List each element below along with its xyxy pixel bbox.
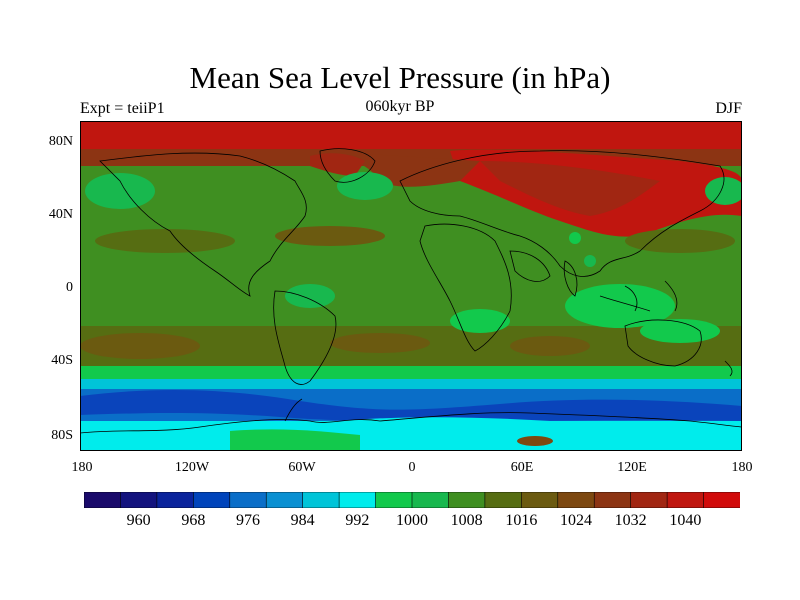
map-title: Mean Sea Level Pressure (in hPa) bbox=[189, 60, 611, 95]
colorbar-label: 960 bbox=[126, 512, 151, 529]
x-tick-label: 180 bbox=[731, 460, 753, 475]
colorbar-label: 984 bbox=[290, 512, 315, 529]
colorbar-swatch bbox=[265, 492, 304, 508]
experiment-label: Expt = teiiP1 bbox=[80, 100, 165, 117]
season-label: DJF bbox=[715, 100, 742, 117]
pressure-field bbox=[80, 121, 742, 451]
x-tick-label: 0 bbox=[408, 460, 416, 475]
colorbar-label: 1000 bbox=[396, 512, 428, 529]
colorbar-swatch bbox=[448, 492, 486, 508]
y-tick-label: 40N bbox=[48, 207, 73, 222]
colorbar-swatch bbox=[375, 492, 413, 508]
colorbar-label: 992 bbox=[345, 512, 370, 529]
colorbar-swatch bbox=[666, 492, 705, 508]
pressure-map bbox=[80, 121, 742, 451]
x-tick-label: 180 bbox=[71, 460, 93, 475]
colorbar-swatch bbox=[630, 492, 668, 508]
x-tick-label: 60E bbox=[510, 460, 534, 475]
x-tick-label: 60W bbox=[288, 460, 316, 475]
colorbar-swatch bbox=[557, 492, 596, 508]
colorbar-swatch bbox=[484, 492, 523, 508]
y-tick-label: 80N bbox=[48, 134, 73, 149]
colorbar-label: 1016 bbox=[505, 512, 538, 529]
colorbar-label: 1032 bbox=[614, 512, 647, 529]
colorbar-label: 1008 bbox=[450, 512, 483, 529]
colorbar-label: 968 bbox=[181, 512, 206, 529]
colorbar-swatch bbox=[229, 492, 268, 508]
colorbar-swatch bbox=[120, 492, 158, 508]
y-tick-label: 80S bbox=[51, 428, 73, 443]
colorbar-swatch bbox=[338, 492, 377, 508]
colorbar-label: 1040 bbox=[669, 512, 702, 529]
coastlines bbox=[80, 148, 742, 434]
colorbar-label: 976 bbox=[236, 512, 260, 529]
colorbar-label: 1024 bbox=[560, 512, 592, 529]
colorbar bbox=[84, 492, 740, 508]
colorbar-swatch bbox=[84, 492, 122, 508]
pressure-map-plot bbox=[80, 121, 742, 451]
x-tick-label: 120W bbox=[174, 460, 210, 475]
colorbar-swatch bbox=[593, 492, 632, 508]
colorbar-swatch bbox=[521, 492, 559, 508]
colorbar-swatch bbox=[193, 492, 231, 508]
colorbar-swatch bbox=[703, 492, 740, 508]
colorbar-swatch bbox=[156, 492, 195, 508]
colorbar-swatch bbox=[411, 492, 450, 508]
time-label: 060kyr BP bbox=[365, 98, 435, 115]
x-tick-label: 120E bbox=[617, 460, 647, 475]
y-tick-label: 40S bbox=[51, 353, 73, 368]
map-frame bbox=[80, 121, 742, 451]
colorbar-swatch bbox=[302, 492, 340, 508]
y-tick-label: 0 bbox=[66, 280, 73, 295]
